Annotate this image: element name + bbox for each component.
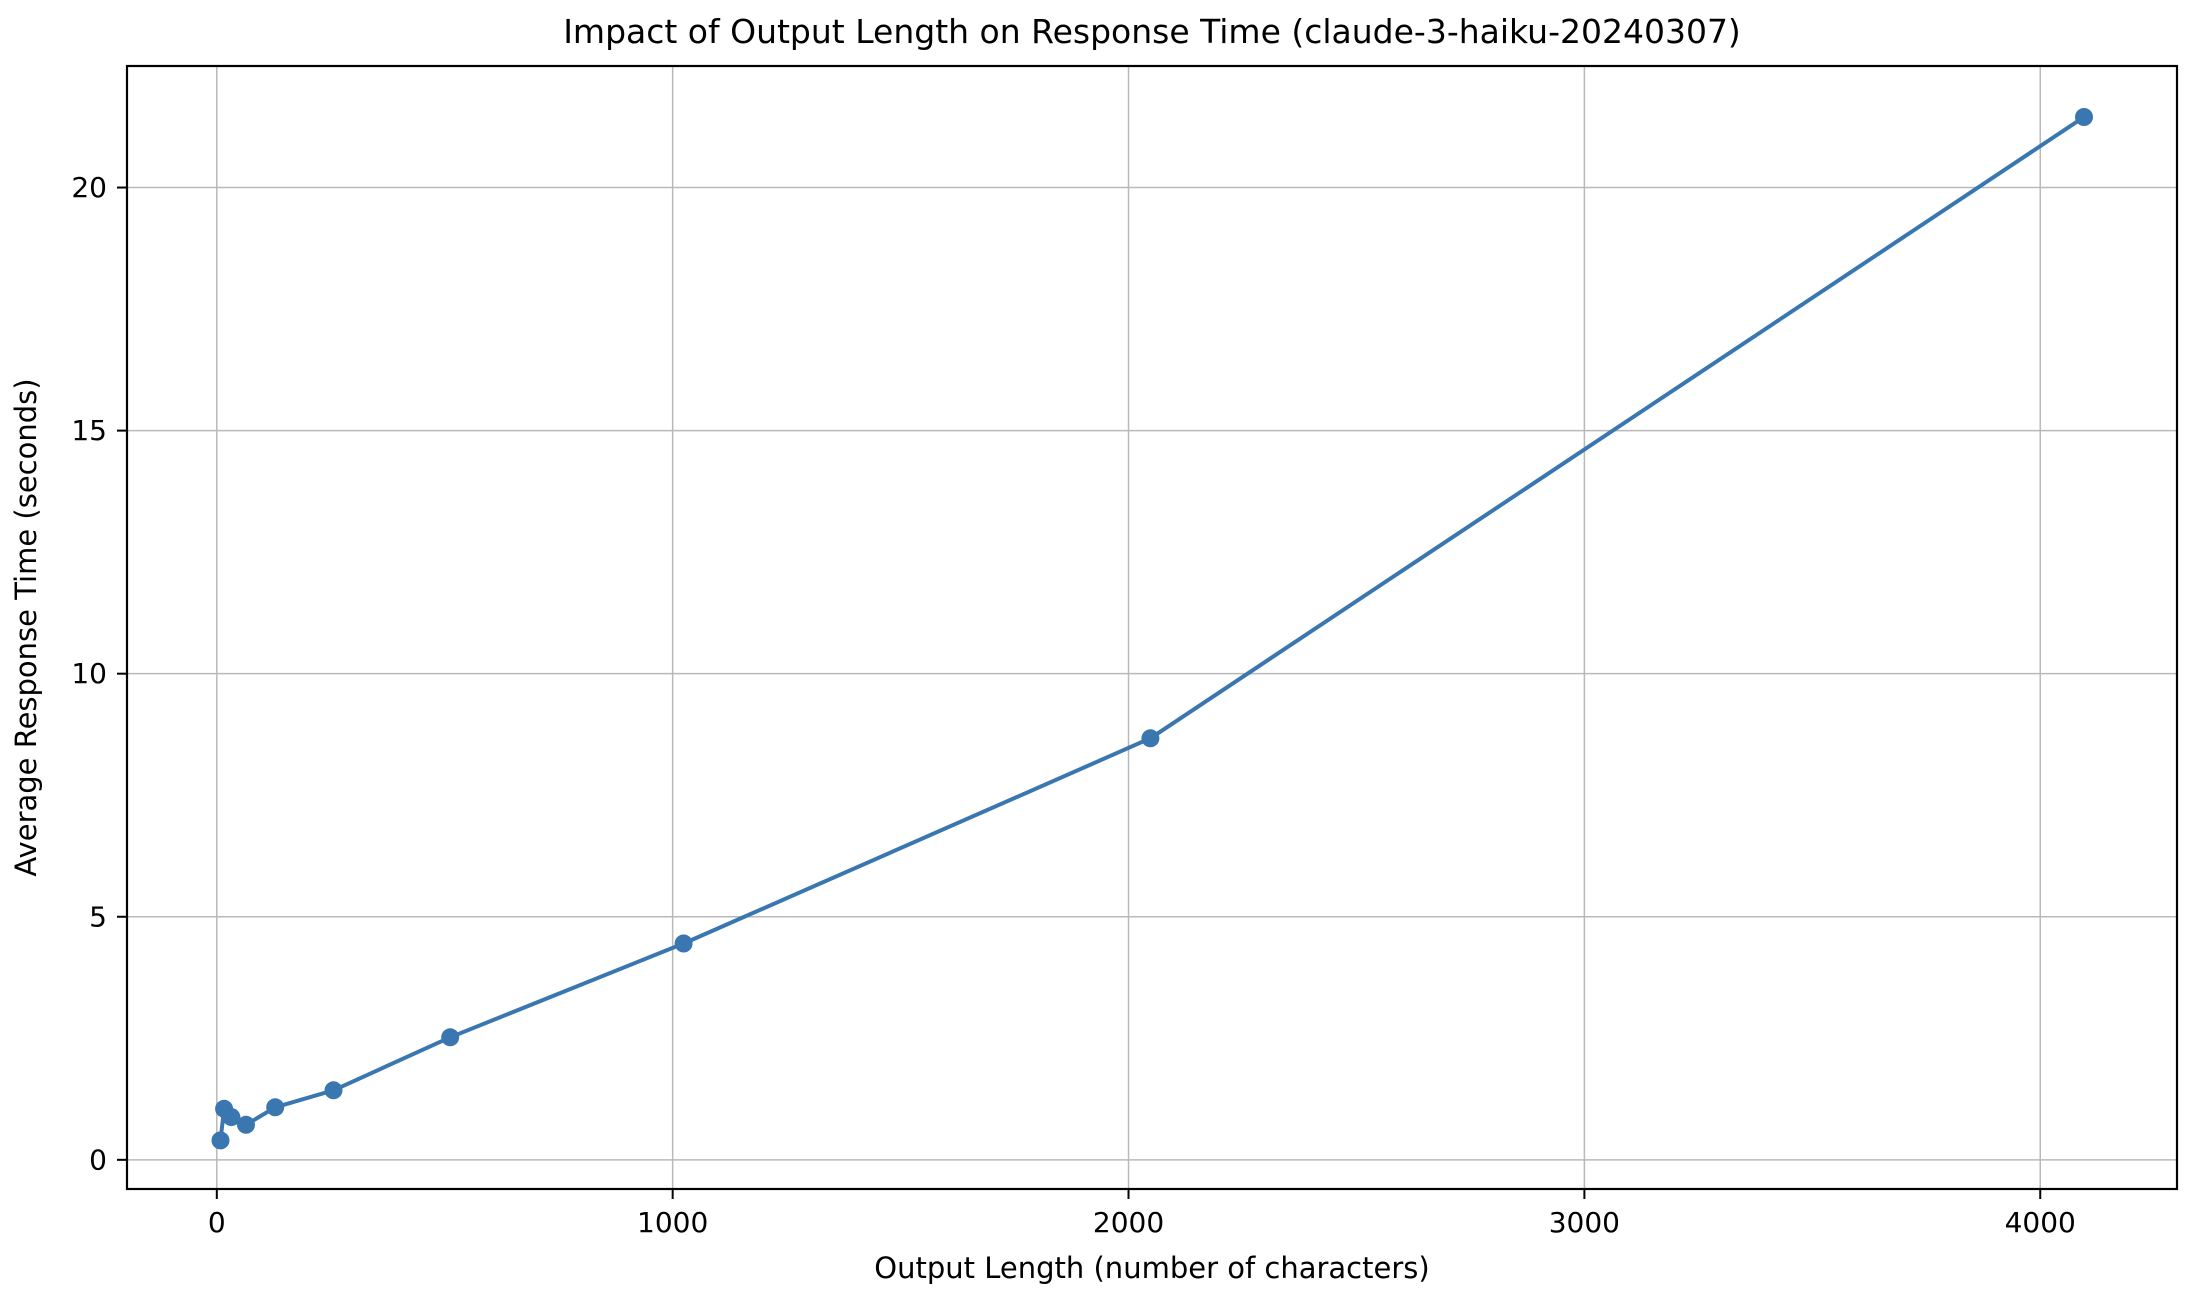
series-average-response-time — [211, 108, 2093, 1150]
x-tick-label: 1000 — [637, 1206, 708, 1239]
data-point-marker — [237, 1115, 255, 1134]
y-tick-label: 5 — [89, 900, 107, 933]
plot-border — [125, 64, 2179, 1191]
data-point-marker — [222, 1108, 241, 1127]
axis-ticks — [117, 186, 2042, 1199]
chart-title: Impact of Output Length on Response Time… — [563, 12, 1741, 51]
data-point-marker — [2075, 108, 2093, 126]
x-tick-label: 0 — [208, 1206, 226, 1239]
y-tick-label: 15 — [71, 414, 107, 447]
gridlines — [127, 66, 2177, 1189]
tick-labels: 0 1000 2000 3000 4000 0 5 10 15 20 — [71, 171, 2076, 1239]
y-tick-label: 10 — [71, 657, 107, 690]
y-axis-label: Average Response Time (seconds) — [9, 378, 43, 876]
data-point-marker — [674, 934, 693, 953]
x-tick-label: 2000 — [1093, 1206, 1164, 1239]
data-point-marker — [441, 1028, 460, 1047]
data-point-marker — [324, 1081, 343, 1100]
series-line — [218, 115, 2086, 1143]
data-point-marker — [1141, 729, 1160, 748]
y-tick-label: 20 — [71, 171, 107, 204]
y-tick-label: 0 — [89, 1143, 107, 1176]
x-axis-label: Output Length (number of characters) — [874, 1251, 1429, 1285]
data-point-marker — [211, 1131, 230, 1150]
x-tick-label: 4000 — [2005, 1206, 2076, 1239]
data-point-marker — [266, 1098, 285, 1117]
x-tick-label: 3000 — [1549, 1206, 1620, 1239]
